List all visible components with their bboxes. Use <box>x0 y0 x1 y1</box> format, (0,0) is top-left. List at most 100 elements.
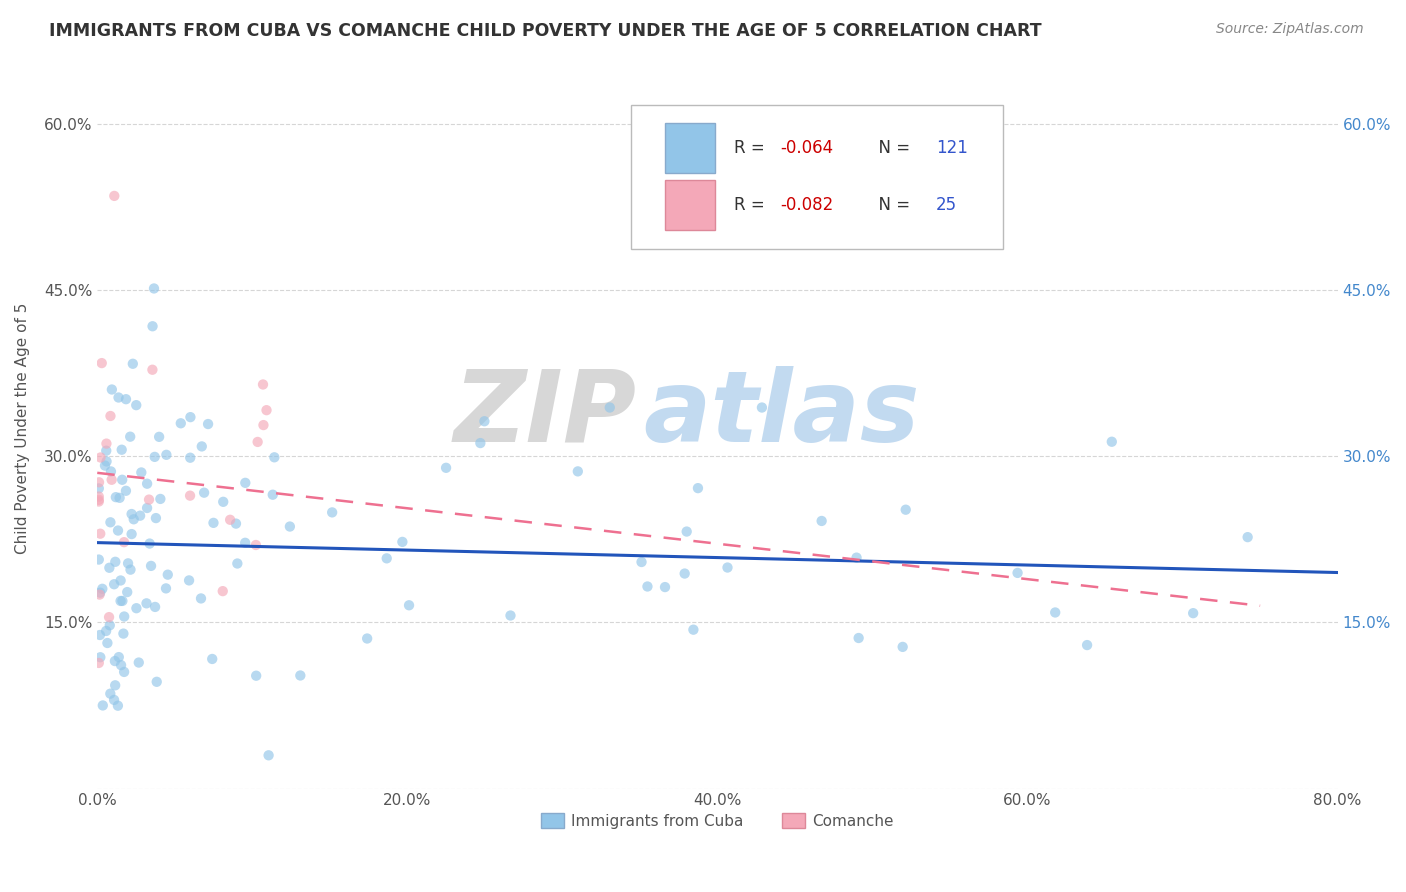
Point <box>87 492 110 507</box>
Point <box>115 585 138 599</box>
Point <box>87 490 110 504</box>
Point <box>201 652 224 666</box>
Point <box>104 678 127 692</box>
Point <box>202 516 225 530</box>
Point <box>1007 566 1029 580</box>
Point <box>682 623 704 637</box>
Text: Source: ZipAtlas.com: Source: ZipAtlas.com <box>1216 22 1364 37</box>
Point <box>89 650 111 665</box>
Point <box>141 319 163 334</box>
Point <box>89 628 111 642</box>
Point <box>673 566 696 581</box>
Point <box>894 502 917 516</box>
Point <box>139 558 162 573</box>
Point <box>219 513 242 527</box>
Point <box>128 656 150 670</box>
Point <box>121 357 143 371</box>
Point <box>810 514 832 528</box>
Point <box>1101 434 1123 449</box>
Point <box>96 454 118 468</box>
Point <box>141 363 163 377</box>
Text: atlas: atlas <box>643 366 920 463</box>
Point <box>716 560 738 574</box>
Point <box>434 460 457 475</box>
Point <box>107 650 129 665</box>
Point <box>96 443 118 458</box>
Point <box>212 495 235 509</box>
Point <box>179 450 201 465</box>
FancyBboxPatch shape <box>665 123 716 173</box>
Point <box>110 574 132 588</box>
Point <box>94 624 117 638</box>
Point <box>89 588 111 602</box>
Point <box>87 482 110 496</box>
Point <box>103 693 125 707</box>
Point <box>686 481 709 495</box>
Point <box>156 567 179 582</box>
Point <box>751 401 773 415</box>
Point <box>252 418 274 433</box>
Point <box>87 494 110 508</box>
Point <box>179 489 201 503</box>
Point <box>290 668 312 682</box>
Point <box>122 512 145 526</box>
Point <box>111 473 134 487</box>
Point <box>1076 638 1098 652</box>
Point <box>107 391 129 405</box>
Point <box>104 490 127 504</box>
Point <box>100 465 122 479</box>
Point <box>470 436 492 450</box>
Point <box>112 535 135 549</box>
Point <box>136 476 159 491</box>
Point <box>100 409 122 423</box>
Point <box>148 430 170 444</box>
Point <box>121 507 143 521</box>
Point <box>91 698 114 713</box>
Point <box>87 656 110 670</box>
Point <box>108 491 131 505</box>
Point <box>190 591 212 606</box>
Point <box>103 189 125 203</box>
Point <box>143 599 166 614</box>
Point <box>145 511 167 525</box>
Point <box>112 609 135 624</box>
Text: 25: 25 <box>936 196 957 214</box>
Point <box>177 574 200 588</box>
Point <box>112 626 135 640</box>
Point <box>143 281 166 295</box>
Point <box>138 536 160 550</box>
Point <box>96 436 118 450</box>
Point <box>107 524 129 538</box>
Point <box>636 579 658 593</box>
Point <box>111 442 134 457</box>
Point <box>121 527 143 541</box>
Point <box>94 458 117 473</box>
Point <box>135 596 157 610</box>
Point <box>252 377 274 392</box>
Point <box>120 563 142 577</box>
Point <box>107 698 129 713</box>
Point <box>98 561 121 575</box>
Text: N =: N = <box>868 139 915 157</box>
Point <box>278 519 301 533</box>
Text: -0.064: -0.064 <box>780 139 834 157</box>
Point <box>321 505 343 519</box>
Point <box>104 654 127 668</box>
Point <box>136 500 159 515</box>
FancyBboxPatch shape <box>665 180 716 230</box>
Point <box>96 636 118 650</box>
Point <box>256 403 278 417</box>
Point <box>100 473 122 487</box>
Text: IMMIGRANTS FROM CUBA VS COMANCHE CHILD POVERTY UNDER THE AGE OF 5 CORRELATION CH: IMMIGRANTS FROM CUBA VS COMANCHE CHILD P… <box>49 22 1042 40</box>
Point <box>499 608 522 623</box>
Point <box>98 610 121 624</box>
Point <box>125 601 148 615</box>
Point <box>845 550 868 565</box>
Point <box>98 618 121 632</box>
Text: -0.082: -0.082 <box>780 196 834 214</box>
Point <box>112 665 135 679</box>
Point <box>567 464 589 478</box>
Point <box>262 488 284 502</box>
Point <box>211 584 233 599</box>
Point <box>474 414 496 428</box>
